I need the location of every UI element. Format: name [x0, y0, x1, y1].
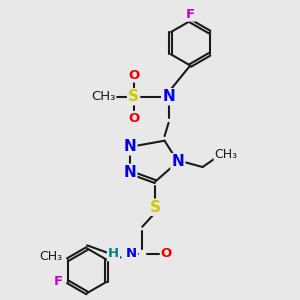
Text: CH₃: CH₃ — [92, 90, 116, 103]
Text: N: N — [172, 154, 184, 169]
Text: N: N — [126, 247, 137, 260]
Text: O: O — [161, 247, 172, 260]
Text: N: N — [162, 89, 175, 104]
Text: F: F — [54, 275, 63, 288]
Text: N: N — [124, 165, 136, 180]
Text: O: O — [128, 112, 139, 125]
Text: O: O — [128, 69, 139, 82]
Text: S: S — [128, 89, 139, 104]
Text: N: N — [124, 140, 136, 154]
Text: CH₃: CH₃ — [39, 250, 62, 263]
Text: F: F — [186, 8, 195, 21]
Text: CH₃: CH₃ — [214, 148, 237, 160]
Text: S: S — [150, 200, 161, 215]
Text: H: H — [108, 247, 119, 260]
